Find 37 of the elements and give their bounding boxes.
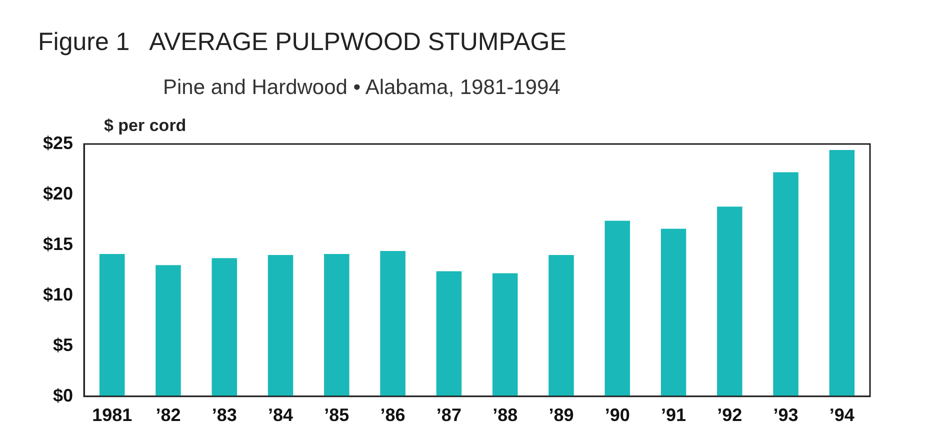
- bar: [99, 254, 125, 396]
- bar: [380, 251, 406, 396]
- x-tick-label: ’89: [548, 405, 574, 426]
- y-tick-label: $25: [42, 132, 74, 153]
- x-tick-label: ’82: [156, 405, 181, 426]
- x-tick-label: ’85: [324, 405, 350, 426]
- y-tick-label: $15: [42, 234, 74, 254]
- y-tick-label: $10: [42, 284, 74, 304]
- x-tick-label: ’92: [717, 405, 742, 426]
- bar: [717, 206, 742, 396]
- x-tick-label: ’84: [268, 405, 294, 426]
- bar: [324, 254, 350, 396]
- bar: [492, 273, 518, 396]
- x-tick-label: 1981: [92, 405, 132, 426]
- x-tick-label: ’83: [212, 405, 237, 426]
- x-tick-label: ’93: [773, 405, 798, 426]
- bar: [773, 172, 798, 396]
- bar: [660, 228, 686, 396]
- bar: [604, 220, 630, 396]
- bar: [829, 150, 855, 396]
- x-tick-label: ’94: [829, 405, 854, 426]
- bar: [156, 265, 181, 396]
- y-tick-label: $20: [42, 183, 74, 204]
- y-axis-title: $ per cord: [104, 116, 186, 136]
- bar: [436, 271, 462, 396]
- chart-title: Figure 1 AVERAGE PULPWOOD STUMPAGE: [38, 28, 566, 57]
- x-tick-label: ’91: [660, 405, 686, 426]
- chart-subtitle: Pine and Hardwood • Alabama, 1981-1994: [163, 76, 560, 100]
- x-tick-label: ’90: [604, 405, 630, 426]
- y-tick-label: $0: [53, 385, 74, 406]
- bar: [548, 255, 574, 396]
- x-tick-label: ’88: [492, 405, 518, 426]
- x-tick-label: ’87: [436, 405, 462, 426]
- x-tick-label: ’86: [380, 405, 406, 426]
- bar: [268, 255, 294, 396]
- y-tick-label: $5: [53, 334, 74, 355]
- bar: [212, 258, 238, 396]
